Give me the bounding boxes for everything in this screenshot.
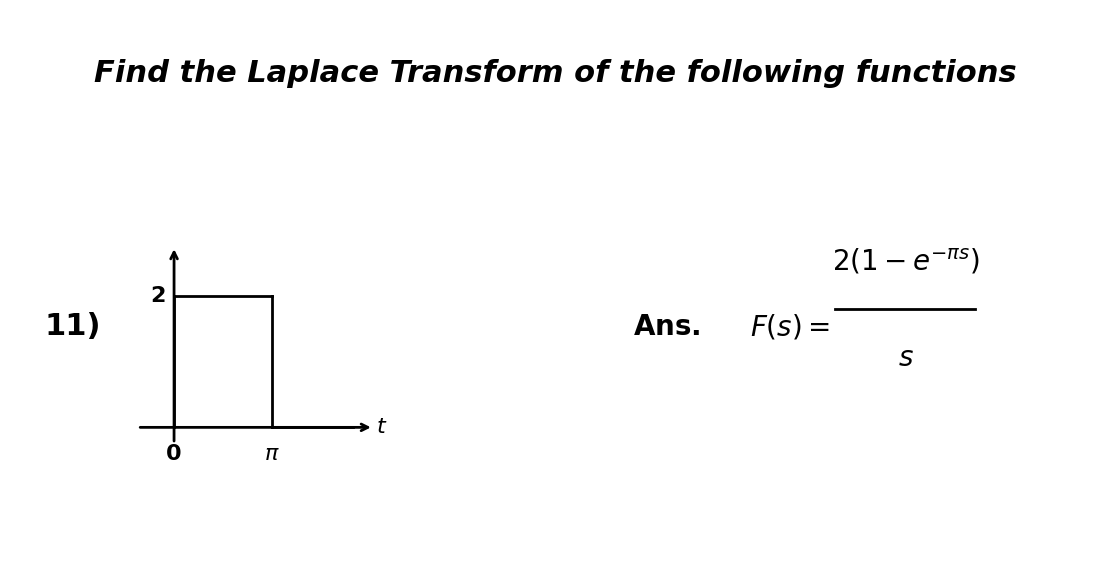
Text: 0: 0 xyxy=(167,444,182,464)
Text: $\pi$: $\pi$ xyxy=(264,444,280,464)
Text: $\mathit{F}(\mathit{s})=$: $\mathit{F}(\mathit{s})=$ xyxy=(750,312,830,341)
Text: $s$: $s$ xyxy=(898,343,913,372)
Text: 2: 2 xyxy=(150,285,166,306)
Text: Find the Laplace Transform of the following functions: Find the Laplace Transform of the follow… xyxy=(94,59,1017,88)
Text: $t$: $t$ xyxy=(377,417,388,437)
Text: $2(1-e^{-\pi s})$: $2(1-e^{-\pi s})$ xyxy=(831,247,980,276)
Text: 11): 11) xyxy=(44,312,101,341)
Text: $\mathbf{Ans.}$: $\mathbf{Ans.}$ xyxy=(633,312,701,341)
